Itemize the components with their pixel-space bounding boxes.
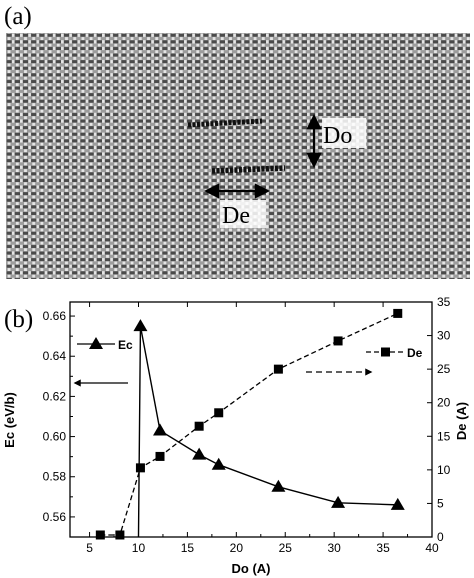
x-axis: 5 10 15 20 25 30 35 40	[86, 302, 439, 555]
legend-ec: Ec	[77, 337, 133, 352]
x-tick-label: 30	[327, 541, 341, 555]
right-y-tick-label: 25	[437, 362, 451, 376]
de-label: De	[222, 203, 250, 229]
de-point	[273, 364, 283, 374]
legend-de: De	[366, 346, 423, 360]
x-tick-label: 35	[376, 541, 390, 555]
right-y-tick-label: 10	[437, 463, 451, 477]
left-y-tick-label: 0.66	[43, 309, 67, 323]
series-de	[95, 308, 403, 540]
x-tick-label: 5	[86, 541, 93, 555]
ec-line	[137, 325, 398, 538]
left-y-tick-label: 0.62	[43, 389, 67, 403]
defect-upper	[187, 118, 263, 128]
x-axis-label: Do (A)	[232, 561, 271, 576]
x-tick-label: 20	[230, 541, 244, 555]
right-y-tick-label: 20	[437, 396, 451, 410]
left-y-tick-label: 0.64	[43, 349, 67, 363]
ec-point	[192, 447, 207, 460]
ec-point	[390, 497, 405, 510]
right-y-tick-label: 5	[437, 496, 444, 510]
x-tick-label: 15	[181, 541, 195, 555]
right-y-tick-label: 30	[437, 329, 451, 343]
de-point	[333, 336, 343, 346]
de-point	[155, 451, 165, 461]
ec-point	[331, 495, 346, 508]
left-y-tick-label: 0.56	[43, 510, 67, 524]
left-y-tick-label: 0.58	[43, 470, 67, 484]
right-y-axis-label: De (A)	[454, 402, 469, 440]
panel-b: (b) 5 10 15 20 25 30 35 40 0.56 0.58 0.60 0.62 0.64…	[2, 295, 469, 576]
ec-point	[133, 319, 148, 332]
left-y-axis-label: Ec (eV/b)	[2, 392, 17, 448]
panel-a-label: (a)	[4, 3, 32, 30]
ec-point	[271, 479, 286, 492]
do-label: Do	[323, 123, 352, 149]
legend-ec-label: Ec	[118, 338, 133, 352]
panel-a: (a) Do De	[4, 3, 470, 279]
series-ec	[133, 319, 405, 538]
ec-point	[211, 457, 226, 470]
panel-b-label: (b)	[4, 306, 33, 333]
de-point	[115, 530, 125, 540]
ec-point	[153, 423, 168, 436]
x-tick-label: 10	[132, 541, 146, 555]
de-point	[194, 421, 204, 431]
defect-lower	[211, 165, 286, 174]
legend-de-label: De	[407, 346, 423, 360]
right-y-tick-label: 15	[437, 429, 451, 443]
de-point	[135, 463, 145, 473]
plot-frame	[69, 301, 433, 538]
left-y-tick-label: 0.60	[43, 430, 67, 444]
de-point	[95, 530, 105, 540]
right-y-tick-label: 35	[437, 295, 451, 309]
de-point	[214, 408, 224, 418]
de-point	[393, 308, 403, 318]
x-tick-label: 40	[425, 541, 439, 555]
right-y-tick-label: 0	[437, 530, 444, 544]
right-y-axis: 0 5 10 15 20 25 30 35	[427, 295, 451, 544]
x-tick-label: 25	[279, 541, 293, 555]
left-y-axis: 0.56 0.58 0.60 0.62 0.64 0.66	[43, 309, 75, 524]
